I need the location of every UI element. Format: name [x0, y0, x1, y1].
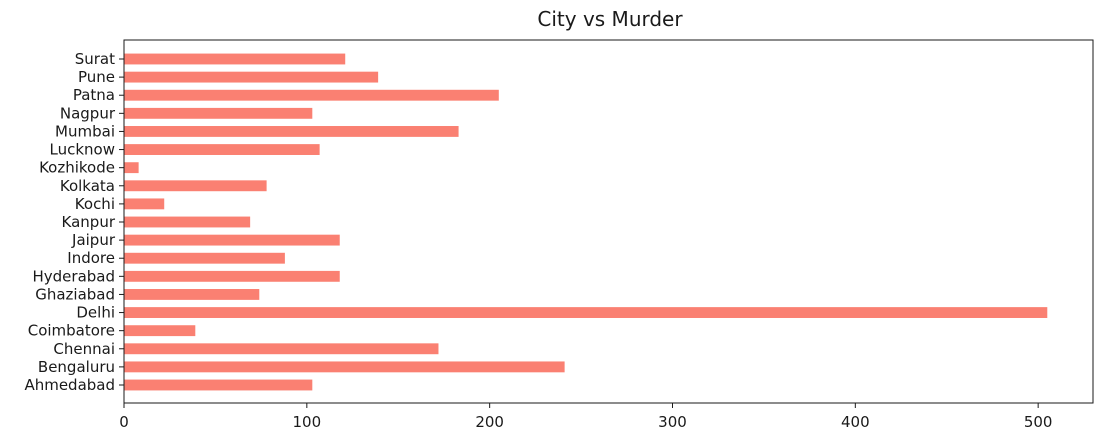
y-tick-label: Ghaziabad [35, 285, 115, 303]
x-tick-label: 500 [1024, 413, 1053, 431]
bar-ahmedabad [124, 379, 313, 391]
bar-kozhikode [124, 162, 139, 174]
chart-title: City vs Murder [537, 7, 683, 31]
y-tick-label: Ahmedabad [24, 376, 115, 394]
bar-indore [124, 252, 285, 264]
y-tick-label: Hyderabad [33, 267, 116, 285]
x-tick-label: 300 [658, 413, 687, 431]
bar-delhi [124, 307, 1048, 318]
bar-jaipur [124, 234, 340, 246]
x-tick-label: 0 [119, 413, 129, 431]
bar-hyderabad [124, 270, 340, 282]
y-tick-label: Jaipur [71, 231, 116, 249]
plot-frame [123, 39, 1094, 404]
bar-chennai [124, 343, 439, 355]
bar-bengaluru [124, 361, 565, 373]
x-tick-label: 100 [293, 413, 322, 431]
y-tick-label: Chennai [53, 340, 115, 358]
bars-layer [124, 53, 1048, 391]
y-tick-label: Delhi [76, 304, 115, 322]
bar-nagpur [124, 107, 313, 119]
y-tick-label: Coimbatore [28, 322, 115, 340]
bar-lucknow [124, 144, 320, 155]
y-tick-label: Patna [73, 86, 115, 104]
x-axis: 0 100 200 300 400 500 [119, 403, 1052, 431]
bar-surat [124, 53, 346, 65]
bar-mumbai [124, 126, 459, 137]
y-tick-label: Kolkata [60, 177, 115, 195]
y-tick-label: Pune [78, 68, 115, 86]
y-axis: AhmedabadBengaluruChennaiCoimbatoreDelhi… [24, 50, 124, 394]
bar-kolkata [124, 180, 267, 192]
y-tick-label: Kanpur [62, 213, 116, 231]
y-tick-label: Kochi [75, 195, 115, 213]
x-tick-label: 200 [475, 413, 504, 431]
bar-pune [124, 71, 379, 83]
bar-kanpur [124, 216, 251, 228]
y-tick-label: Kozhikode [39, 159, 115, 177]
bar-ghaziabad [124, 289, 260, 300]
bar-kochi [124, 198, 165, 210]
y-tick-label: Surat [75, 50, 115, 68]
y-tick-label: Bengaluru [38, 358, 115, 376]
y-tick-label: Mumbai [55, 122, 115, 140]
bar-coimbatore [124, 325, 196, 337]
y-tick-label: Lucknow [50, 141, 116, 159]
y-tick-label: Indore [67, 249, 115, 267]
x-tick-label: 400 [841, 413, 870, 431]
y-tick-label: Nagpur [60, 104, 116, 122]
bar-patna [124, 89, 499, 101]
